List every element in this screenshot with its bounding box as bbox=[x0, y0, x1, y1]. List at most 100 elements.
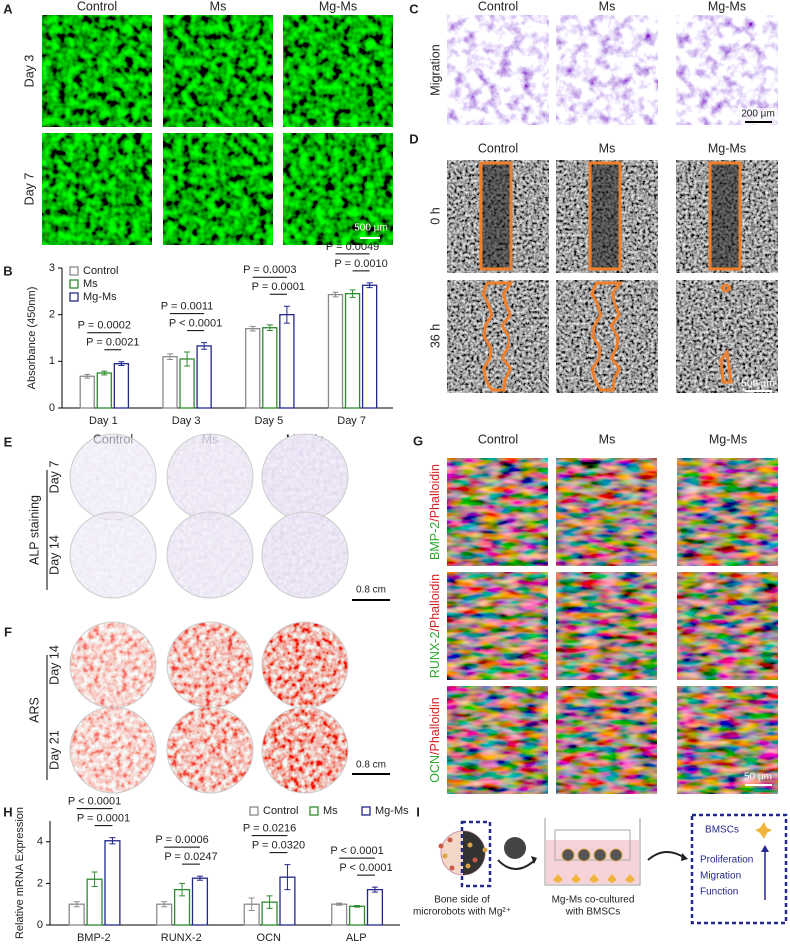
micrograph bbox=[556, 458, 657, 566]
culture-well bbox=[262, 512, 348, 598]
well-rim bbox=[166, 706, 254, 794]
bar bbox=[245, 328, 261, 409]
particle bbox=[447, 837, 453, 843]
error-bar bbox=[166, 353, 173, 360]
well-rim bbox=[261, 706, 349, 794]
culture-well bbox=[167, 434, 253, 520]
label: 4 bbox=[37, 836, 43, 848]
label: B bbox=[3, 263, 12, 278]
culture-well bbox=[70, 512, 156, 598]
label: C bbox=[409, 1, 419, 16]
legend-swatch bbox=[69, 292, 79, 302]
label: Ms bbox=[83, 278, 98, 290]
bar bbox=[156, 903, 173, 926]
label: 2 bbox=[37, 877, 43, 889]
error-bar bbox=[184, 351, 191, 367]
label: P = 0.0049 bbox=[326, 241, 379, 253]
well bbox=[544, 818, 641, 886]
bar bbox=[344, 293, 361, 409]
label: P = 0.0320 bbox=[252, 840, 305, 852]
label: Control bbox=[478, 432, 518, 446]
bar bbox=[366, 888, 384, 926]
bar bbox=[96, 372, 112, 409]
label: BMP-2 bbox=[77, 932, 111, 944]
micrograph bbox=[556, 280, 658, 393]
well-rim bbox=[261, 511, 349, 599]
label: 500 µm bbox=[354, 223, 388, 234]
label: 3 bbox=[49, 262, 55, 274]
arrow bbox=[647, 851, 686, 861]
cell bbox=[571, 874, 581, 883]
label: P < 0.0001 bbox=[68, 796, 121, 808]
cell bbox=[625, 874, 635, 883]
label: P = 0.0011 bbox=[161, 301, 214, 313]
label: Day 3 bbox=[22, 55, 36, 88]
label: P = 0.0001 bbox=[252, 281, 305, 293]
error-bar bbox=[91, 871, 98, 888]
well-rim bbox=[69, 511, 157, 599]
micrograph bbox=[677, 686, 778, 794]
label: Ms bbox=[323, 805, 338, 817]
label: Mg-Ms co-cultured bbox=[552, 895, 635, 906]
label: Migration bbox=[428, 44, 442, 95]
label: P = 0.0006 bbox=[155, 834, 208, 846]
particle bbox=[449, 865, 455, 871]
label: Control bbox=[478, 141, 518, 155]
legend-swatch bbox=[69, 279, 79, 289]
robot-icon bbox=[504, 837, 526, 859]
label: ALP bbox=[346, 932, 367, 944]
arrow bbox=[497, 859, 536, 870]
micrograph bbox=[447, 572, 548, 680]
culture-well bbox=[262, 707, 348, 793]
error-bar bbox=[266, 895, 273, 909]
label: Mg-Ms bbox=[83, 291, 117, 303]
label: Ms bbox=[599, 0, 616, 13]
wound-edge bbox=[719, 283, 733, 384]
label: ARS bbox=[27, 697, 41, 723]
label: 500 µm bbox=[741, 379, 775, 390]
label: Absorbance (450nm) bbox=[26, 287, 38, 390]
error-bar bbox=[249, 325, 256, 332]
label: Function bbox=[700, 887, 738, 898]
bar bbox=[104, 840, 121, 926]
bar bbox=[79, 375, 95, 409]
well-rim bbox=[69, 706, 157, 794]
robot bbox=[577, 848, 591, 862]
bar bbox=[327, 293, 344, 409]
cell bbox=[589, 874, 599, 883]
error-bar bbox=[366, 282, 373, 289]
error-bar bbox=[336, 902, 343, 906]
error-bar bbox=[73, 901, 80, 908]
wound-edge bbox=[708, 161, 742, 271]
label: Migration bbox=[700, 871, 741, 882]
error-bar bbox=[354, 904, 361, 908]
error-bar bbox=[109, 837, 116, 845]
label: 0 h bbox=[428, 207, 442, 224]
culture-well bbox=[262, 434, 348, 520]
micrograph bbox=[447, 15, 549, 125]
label: Mg-Ms bbox=[708, 141, 746, 155]
micrograph bbox=[447, 458, 548, 566]
stain-label: OCN/Phalloidin bbox=[428, 697, 442, 783]
label: Day 21 bbox=[47, 730, 61, 770]
stain-label: RUNX-2/Phalloidin bbox=[428, 574, 442, 678]
error-bar bbox=[332, 291, 339, 298]
wound-edge bbox=[590, 281, 623, 392]
error-bar bbox=[101, 370, 108, 376]
label: 0.8 cm bbox=[356, 760, 386, 771]
label: H bbox=[3, 804, 12, 819]
label: Mg-Ms bbox=[709, 432, 747, 446]
wound-edge bbox=[479, 161, 513, 271]
wound-edge bbox=[588, 161, 622, 271]
label: P = 0.0216 bbox=[243, 823, 296, 835]
label: Day 7 bbox=[22, 173, 36, 206]
bar bbox=[113, 363, 130, 409]
culture-well bbox=[167, 707, 253, 793]
cell bbox=[553, 874, 563, 883]
label: BMSCs bbox=[705, 825, 739, 836]
label: Control bbox=[478, 0, 518, 13]
bar bbox=[68, 903, 85, 926]
label: P < 0.0001 bbox=[169, 318, 222, 330]
legend-swatch bbox=[309, 806, 319, 816]
result-box bbox=[690, 813, 788, 925]
